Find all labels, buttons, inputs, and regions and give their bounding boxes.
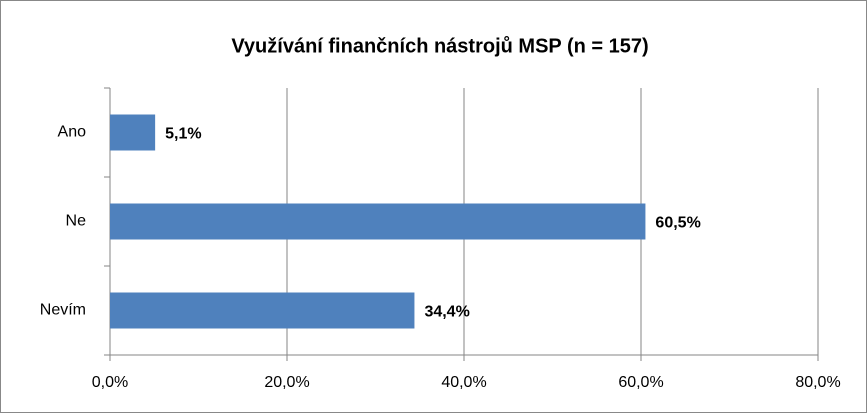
data-label: 34,4% bbox=[424, 304, 469, 321]
bar bbox=[110, 114, 156, 151]
x-tick-label: 40,0% bbox=[441, 374, 486, 391]
x-tick-label: 60,0% bbox=[618, 374, 663, 391]
y-tick-label: Ano bbox=[58, 124, 87, 141]
y-tick-label: Ne bbox=[66, 213, 87, 230]
data-label: 5,1% bbox=[165, 126, 201, 143]
bar bbox=[110, 292, 415, 329]
y-tick-label: Nevím bbox=[40, 302, 86, 319]
chart-title: Využívání finančních nástrojů MSP (n = 1… bbox=[231, 35, 648, 57]
bar bbox=[110, 203, 646, 240]
x-tick-label: 0,0% bbox=[92, 374, 128, 391]
data-label: 60,5% bbox=[655, 215, 700, 232]
x-tick-label: 20,0% bbox=[264, 374, 309, 391]
x-tick-label: 80,0% bbox=[795, 374, 840, 391]
